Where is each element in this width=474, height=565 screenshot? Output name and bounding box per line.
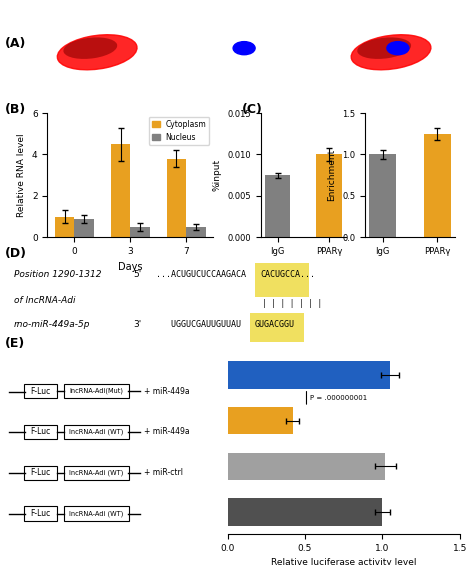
Y-axis label: %input: %input (213, 159, 222, 191)
Text: lncRNA-Adi (WT): lncRNA-Adi (WT) (69, 470, 124, 476)
FancyBboxPatch shape (24, 384, 57, 398)
FancyBboxPatch shape (24, 466, 57, 480)
Bar (111, 144, 130, 237)
Bar (228, 362, 390, 389)
Text: GUGACGGU: GUGACGGU (254, 320, 294, 329)
Bar (264, 175, 291, 237)
Text: UGGUCGAUUGUUAU: UGGUCGAUUGUUAU (156, 320, 241, 329)
FancyBboxPatch shape (64, 425, 128, 439)
Legend: Cytoplasm, Nucleus: Cytoplasm, Nucleus (149, 117, 210, 145)
X-axis label: Days: Days (118, 262, 143, 272)
Text: + miR-ctrl: + miR-ctrl (144, 468, 183, 477)
FancyBboxPatch shape (64, 466, 128, 480)
FancyBboxPatch shape (64, 506, 128, 520)
Text: F-Luc: F-Luc (30, 428, 51, 436)
Text: (E): (E) (5, 337, 25, 350)
Text: + miR-449a: + miR-449a (144, 428, 190, 436)
Text: F-Luc: F-Luc (30, 386, 51, 396)
Bar (228, 407, 292, 434)
X-axis label: Relative luciferase activity level: Relative luciferase activity level (271, 558, 416, 565)
FancyBboxPatch shape (255, 263, 310, 297)
Text: 3': 3' (134, 320, 142, 329)
Y-axis label: Relative RNA level: Relative RNA level (18, 133, 27, 217)
Bar (316, 154, 342, 237)
Circle shape (387, 42, 409, 55)
Bar (130, 227, 150, 237)
Text: (D): (D) (5, 247, 27, 260)
Y-axis label: Enrichment: Enrichment (328, 149, 337, 201)
Text: a: a (35, 16, 42, 25)
Circle shape (233, 42, 255, 55)
Text: of lncRNA-Adi: of lncRNA-Adi (14, 297, 75, 306)
Ellipse shape (57, 34, 137, 70)
Bar (167, 159, 186, 237)
Text: lncRNA-Adi(Mut): lncRNA-Adi(Mut) (69, 388, 123, 394)
Bar (369, 154, 396, 237)
Text: (B): (B) (5, 103, 26, 116)
Text: | | | | | | |: | | | | | | | (262, 299, 322, 308)
Text: lncRNA-Adi (WT): lncRNA-Adi (WT) (69, 510, 124, 517)
Bar (55, 216, 74, 237)
Text: + miR-449a: + miR-449a (144, 386, 190, 396)
Text: rno-miR-449a-5p: rno-miR-449a-5p (14, 320, 91, 329)
Text: CACUGCCA...: CACUGCCA... (260, 270, 315, 279)
Text: b: b (182, 16, 190, 25)
Text: c: c (329, 16, 335, 25)
Text: lncRNA-Adi (WT): lncRNA-Adi (WT) (69, 429, 124, 435)
Text: (C): (C) (242, 103, 263, 116)
Bar (424, 134, 451, 237)
Text: F-Luc: F-Luc (30, 509, 51, 518)
Bar (74, 219, 94, 237)
Text: P = .000000001: P = .000000001 (310, 395, 367, 401)
FancyBboxPatch shape (250, 312, 303, 342)
Text: 5': 5' (134, 270, 142, 279)
Ellipse shape (64, 37, 117, 59)
Text: ...ACUGUCUCCAAGACA: ...ACUGUCUCCAAGACA (156, 270, 246, 279)
Text: 10 μm: 10 μm (192, 77, 214, 84)
Text: 10 μm: 10 μm (339, 77, 361, 84)
Text: F-Luc: F-Luc (30, 468, 51, 477)
Text: Position 1290-1312: Position 1290-1312 (14, 270, 101, 279)
Text: 10 μm: 10 μm (45, 77, 67, 84)
Bar (228, 453, 385, 480)
FancyBboxPatch shape (64, 384, 128, 398)
FancyBboxPatch shape (24, 506, 57, 520)
Ellipse shape (351, 34, 431, 70)
Bar (186, 227, 206, 237)
FancyBboxPatch shape (24, 425, 57, 439)
Text: (A): (A) (5, 37, 26, 50)
Bar (228, 498, 383, 525)
Ellipse shape (357, 37, 411, 59)
